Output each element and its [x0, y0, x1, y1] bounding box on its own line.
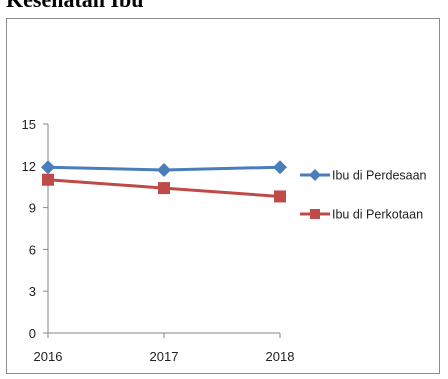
- series-2: [42, 173, 286, 203]
- data-point-diamond: [309, 169, 321, 181]
- data-point-diamond: [157, 162, 171, 177]
- y-tick-label: 3: [29, 284, 36, 299]
- legend-item-1: Ibu di Perdesaan: [300, 169, 427, 183]
- series-1: [41, 160, 287, 177]
- y-tick-label: 15: [22, 117, 36, 132]
- data-point-diamond: [41, 160, 55, 175]
- data-point-square: [158, 182, 170, 195]
- data-point-square: [42, 173, 54, 186]
- y-tick-label: 12: [22, 159, 36, 174]
- y-tick-label: 9: [29, 201, 36, 216]
- legend-label: Ibu di Perkotaan: [332, 208, 423, 222]
- y-tick-label: 0: [29, 326, 36, 341]
- chart-frame: [6, 18, 440, 374]
- chart-legend: Ibu di Perdesaan Ibu di Perkotaan: [300, 169, 427, 222]
- x-tick-label: 2016: [34, 349, 63, 364]
- clipped-heading: Kesehatan Ibu: [6, 0, 144, 13]
- data-point-square: [274, 190, 286, 203]
- data-point-diamond: [273, 160, 287, 175]
- legend-item-2: Ibu di Perkotaan: [300, 208, 423, 222]
- x-tick-label: 2017: [150, 349, 179, 364]
- series-layer: [41, 160, 287, 203]
- x-tick-label: 2018: [266, 349, 295, 364]
- legend-label: Ibu di Perdesaan: [332, 169, 427, 183]
- y-tick-label: 6: [29, 242, 36, 257]
- data-point-square: [310, 209, 320, 219]
- chart-axes: 0 3 6 9 12 15 2016 2017 2018: [22, 117, 295, 364]
